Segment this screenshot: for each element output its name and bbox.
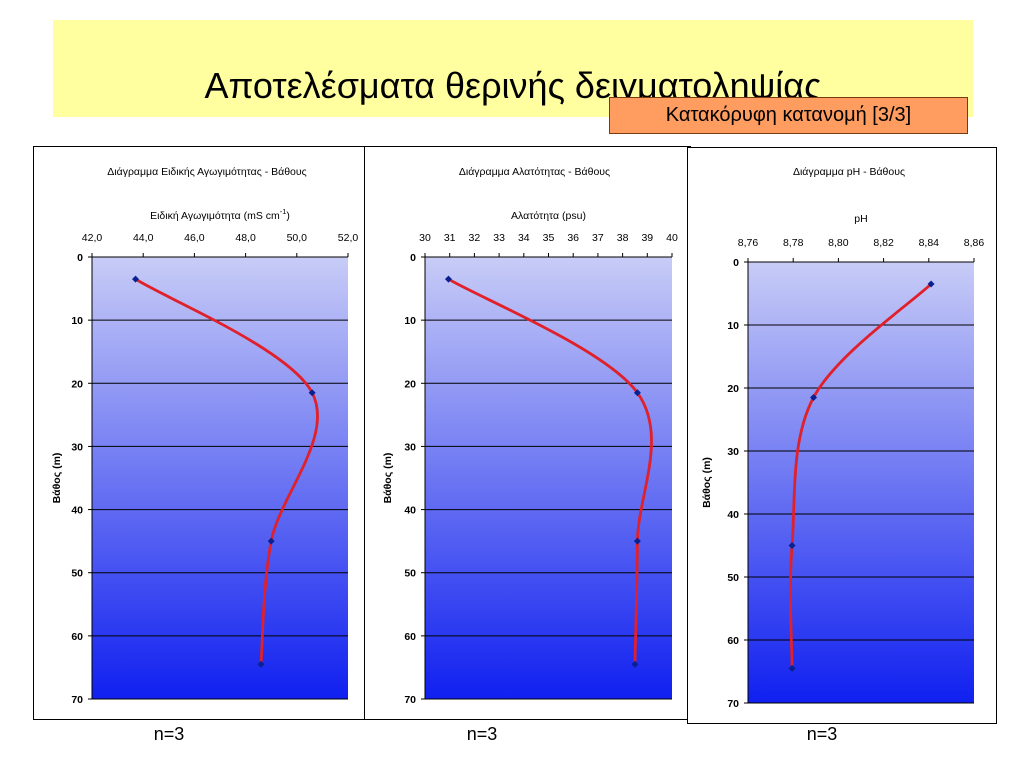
data-point [788, 542, 796, 549]
chart-panel-ph: 8,76 8,78 8,80 8,82 8,84 8,86 0 10 20 30 40 50 60 70 Δ… [687, 147, 997, 724]
y-tick-label: 70 [727, 698, 739, 710]
plot-area [748, 262, 974, 703]
data-point [927, 280, 935, 288]
data-point [631, 660, 639, 668]
series-line [447, 277, 653, 666]
y-tick-label: 20 [727, 383, 739, 395]
x-tick-label: 37 [592, 232, 604, 244]
data-point [132, 275, 140, 283]
y-tick-label: 20 [404, 378, 416, 390]
x-tick-label: 32 [469, 232, 481, 244]
y-tick-label: 10 [404, 315, 416, 327]
x-axis-label-part: Ειδική Αγωγιμότητα (mS cm [150, 210, 280, 222]
x-tick-label: 8,76 [738, 237, 759, 249]
y-tick-label: 30 [71, 441, 83, 453]
y-tick-label: 50 [727, 572, 739, 584]
data-point [444, 275, 452, 283]
y-tick-label: 30 [404, 441, 416, 453]
data-point [810, 393, 818, 401]
x-tick-label: 44,0 [133, 232, 154, 244]
x-axis-label: pH [854, 213, 867, 225]
x-tick-label: 39 [641, 232, 653, 244]
x-tick-label: 36 [567, 232, 579, 244]
y-tick-label: 0 [733, 257, 739, 269]
x-tick-label: 42,0 [82, 232, 103, 244]
x-tick-label: 8,86 [964, 237, 985, 249]
y-tick-label: 60 [727, 635, 739, 647]
data-point [267, 537, 275, 545]
y-tick-label: 60 [71, 631, 83, 643]
x-tick-label: 38 [617, 232, 629, 244]
y-tick-label: 10 [71, 315, 83, 327]
y-tick-label: 10 [727, 320, 739, 332]
series-line [134, 277, 319, 666]
chart-svg: 8,76 8,78 8,80 8,82 8,84 8,86 0 10 20 30 40 50 60 70 Δ… [701, 166, 985, 710]
chart-title: Διάγραμμα Ειδικής Αγωγιμότητας - Βάθους [107, 166, 306, 178]
x-tick-label: 34 [518, 232, 530, 244]
title-bar: Αποτελέσματα θερινής δειγματοληψίας [53, 20, 973, 117]
y-tick-label: 50 [71, 568, 83, 580]
x-tick-label: 8,82 [873, 237, 894, 249]
y-tick-label: 0 [77, 252, 83, 264]
chart-title: Διάγραμμα Αλατότητας - Βάθους [459, 166, 610, 178]
data-point [633, 537, 641, 545]
chart-panel-conductivity: 42,0 44,0 46,0 48,0 50,0 52,0 0 10 20 30 40 50 60 70 Δ… [33, 146, 367, 720]
y-axis-label: Βάθος (m) [701, 457, 713, 508]
chart-title: Διάγραμμα pH - Βάθους [793, 166, 905, 178]
y-tick-label: 40 [727, 509, 739, 521]
y-tick-label: 70 [404, 694, 416, 706]
x-axis-label: Αλατότητα (psu) [511, 210, 586, 222]
data-point [257, 660, 265, 668]
y-tick-label: 40 [71, 505, 83, 517]
x-axis-label: Ειδική Αγωγιμότητα (mS cm-1) [150, 207, 290, 222]
x-tick-label: 48,0 [235, 232, 256, 244]
n-label: n=3 [806, 724, 838, 744]
chart-panel-salinity: 30 31 32 33 34 35 36 37 38 39 40 0 10 20 30 40 50 60 70 Διά… [364, 146, 691, 720]
y-tick-label: 40 [404, 505, 416, 517]
y-tick-label: 50 [404, 568, 416, 580]
x-tick-label: 46,0 [184, 232, 205, 244]
x-tick-label: 35 [543, 232, 555, 244]
x-axis-label-superscript: -1 [280, 207, 287, 216]
x-tick-label: 52,0 [338, 232, 359, 244]
chart-svg: 42,0 44,0 46,0 48,0 50,0 52,0 0 10 20 30 40 50 60 70 Δ… [51, 166, 359, 706]
y-tick-label: 70 [71, 694, 83, 706]
x-tick-label: 33 [493, 232, 505, 244]
x-tick-label: 8,84 [919, 237, 940, 249]
plot-area [92, 257, 348, 699]
data-point [633, 389, 641, 397]
x-tick-label: 31 [444, 232, 456, 244]
chart-svg: 30 31 32 33 34 35 36 37 38 39 40 0 10 20 30 40 50 60 70 Διά… [382, 166, 678, 706]
n-label: n=3 [466, 724, 498, 744]
x-tick-label: 8,78 [783, 237, 804, 249]
data-point [788, 664, 796, 672]
data-point [308, 389, 316, 397]
x-tick-label: 50,0 [287, 232, 308, 244]
y-tick-label: 60 [404, 631, 416, 643]
y-tick-label: 20 [71, 378, 83, 390]
series-line [789, 282, 933, 670]
x-tick-label: 30 [419, 232, 431, 244]
y-tick-label: 0 [410, 252, 416, 264]
x-axis-label-part: ) [286, 210, 290, 222]
n-label: n=3 [153, 724, 185, 744]
page-subtitle: Κατακόρυφη κατανομή [3/3] [609, 97, 968, 134]
y-tick-label: 30 [727, 446, 739, 458]
y-axis-label: Βάθος (m) [382, 453, 394, 504]
y-axis-label: Βάθος (m) [51, 453, 63, 504]
x-tick-label: 8,80 [828, 237, 849, 249]
x-tick-label: 40 [666, 232, 678, 244]
